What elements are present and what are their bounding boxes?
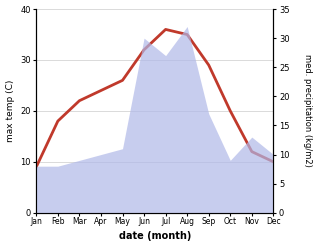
Y-axis label: med. precipitation (kg/m2): med. precipitation (kg/m2) xyxy=(303,54,313,167)
X-axis label: date (month): date (month) xyxy=(119,231,191,242)
Y-axis label: max temp (C): max temp (C) xyxy=(5,80,15,142)
